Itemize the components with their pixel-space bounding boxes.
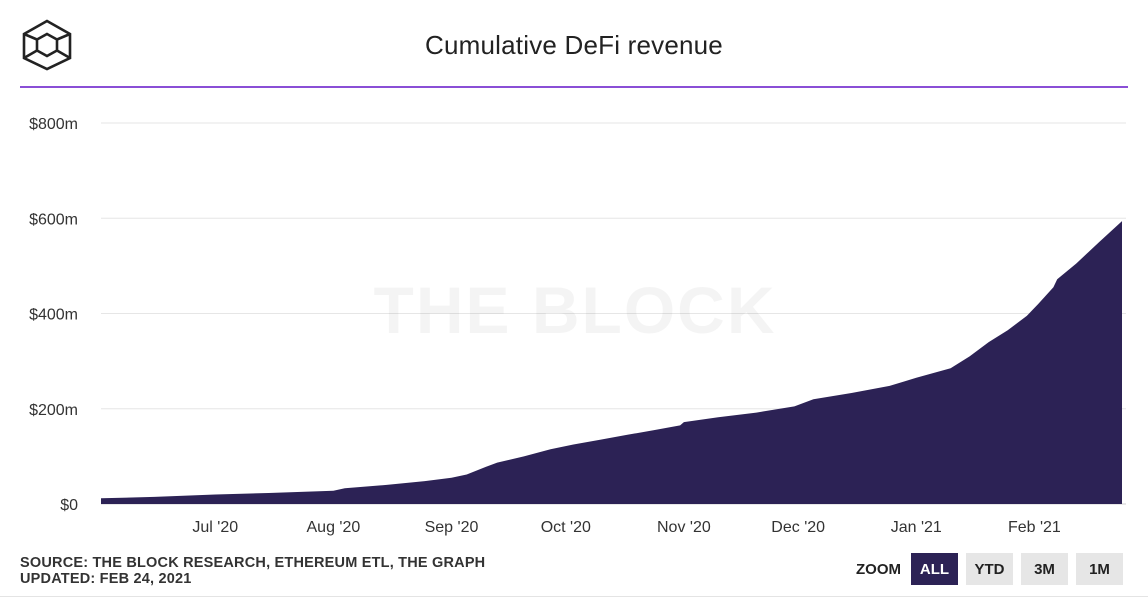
x-tick-label: Jul '20 (192, 519, 238, 536)
x-tick-label: Nov '20 (657, 519, 711, 536)
zoom-3m-button[interactable]: 3M (1021, 553, 1068, 585)
x-tick-label: Aug '20 (307, 519, 361, 536)
y-tick-label: $0 (60, 497, 78, 514)
x-tick-label: Dec '20 (771, 519, 825, 536)
x-axis: Jul '20 Aug '20 Sep '20 Oct '20 Nov '20 Dec '… (192, 519, 1060, 536)
chart-area: THE BLOCK $0 $200m $400m $600m $800m Jul '20… (29, 116, 1126, 536)
y-tick-label: $800m (29, 116, 78, 133)
y-axis: $0 $200m $400m $600m $800m (29, 116, 78, 514)
title-divider (20, 86, 1128, 88)
the-block-cube-logo-icon (22, 19, 72, 71)
x-tick-label: Oct '20 (541, 519, 591, 536)
y-tick-label: $200m (29, 402, 78, 419)
cumulative-revenue-area (101, 221, 1122, 504)
updated-text: UPDATED: FEB 24, 2021 (20, 571, 192, 587)
footer-source: SOURCE: THE BLOCK RESEARCH, ETHEREUM ETL… (20, 555, 485, 587)
y-tick-label: $400m (29, 307, 78, 324)
zoom-label: ZOOM (856, 560, 901, 578)
zoom-all-button[interactable]: ALL (911, 553, 958, 585)
chart-title: Cumulative DeFi revenue (425, 30, 723, 60)
zoom-1m-button[interactable]: 1M (1076, 553, 1123, 585)
bottom-border (0, 596, 1148, 597)
series-group (101, 221, 1122, 504)
source-text: SOURCE: THE BLOCK RESEARCH, ETHEREUM ETL… (20, 555, 486, 571)
zoom-ytd-button[interactable]: YTD (966, 553, 1013, 585)
zoom-controls: ZOOM ALL YTD 3M 1M (856, 553, 1123, 585)
watermark: THE BLOCK (374, 273, 777, 347)
x-tick-label: Jan '21 (891, 519, 942, 536)
x-tick-label: Sep '20 (425, 519, 479, 536)
y-tick-label: $600m (29, 211, 78, 228)
x-tick-label: Feb '21 (1008, 519, 1061, 536)
